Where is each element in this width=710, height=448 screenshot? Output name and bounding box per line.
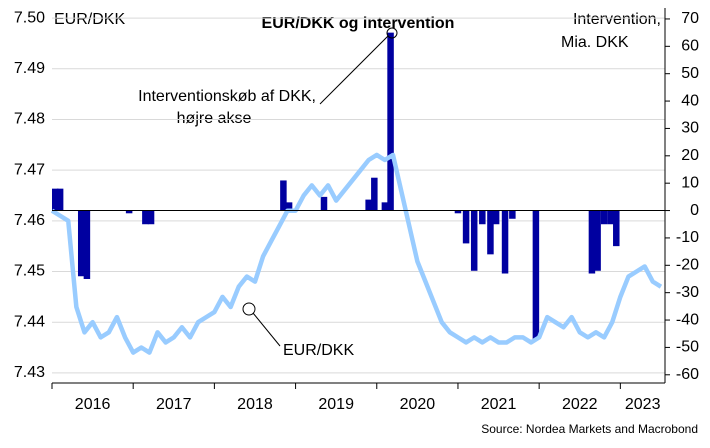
bar — [77, 210, 85, 277]
bar — [285, 202, 293, 211]
y-tick-label: 7.47 — [14, 161, 45, 178]
y-tick-label: 7.49 — [14, 60, 45, 77]
bar — [588, 210, 596, 274]
bar — [125, 210, 133, 214]
leader-line — [252, 312, 281, 347]
bar — [613, 210, 620, 247]
y2-tick-label: -50 — [676, 339, 699, 356]
callout-circle — [386, 27, 398, 39]
y-tick-label: 7.43 — [14, 364, 45, 381]
x-tick-label: 2019 — [318, 396, 354, 413]
y2-tick-label: 30 — [681, 120, 699, 137]
callouts — [242, 27, 398, 347]
line — [50, 152, 663, 355]
y-tick-label: 7.44 — [14, 313, 45, 330]
annotation: Interventionskøb af DKK, — [138, 88, 316, 105]
bar — [365, 199, 372, 211]
right-axis-label: Intervention, — [573, 11, 661, 28]
x-tick-label: 2017 — [156, 396, 192, 413]
y2-tick-label: 10 — [681, 174, 699, 191]
x-tick-label: 2021 — [481, 396, 517, 413]
bar — [454, 210, 462, 214]
bar — [381, 202, 389, 211]
x-tick-label: 2020 — [400, 396, 436, 413]
plot-area: 7.43 7.44 7.45 7.46 7.47 7.48 7.49 7.50 -60 -50 -4… — [14, 8, 699, 413]
y2-tick-label: 50 — [681, 65, 699, 82]
y2-tick-label: -10 — [676, 229, 699, 246]
y2-tick-label: 40 — [681, 92, 699, 109]
bar — [280, 180, 287, 211]
chart-title: EUR/DKK og intervention — [262, 15, 455, 32]
y2-tick-label: 60 — [681, 38, 699, 55]
y2-tick-label: -20 — [676, 257, 699, 274]
y2-tick-label: -30 — [676, 284, 699, 301]
bar — [532, 210, 540, 340]
bar — [509, 210, 516, 219]
bar — [487, 210, 494, 255]
bar — [594, 210, 601, 271]
bar — [470, 210, 478, 271]
y2-tick-label: 20 — [681, 147, 699, 164]
leader-line — [319, 35, 389, 105]
y2-tick-label: -40 — [676, 311, 699, 328]
y-tick-label: 7.50 — [14, 9, 45, 26]
right-axis-label: Mia. DKK — [561, 34, 629, 51]
x-tick-label: 2016 — [75, 396, 111, 413]
annotation: højre akse — [177, 110, 252, 127]
bar — [51, 188, 59, 211]
y2-tick-label: 70 — [681, 10, 699, 27]
y2-tick-label: 0 — [690, 202, 699, 219]
callout-circle — [242, 302, 256, 316]
source: Source: Nordea Markets and Macrobond — [481, 422, 698, 436]
bar — [147, 210, 155, 225]
bar — [371, 177, 378, 211]
y2-tick-label: -60 — [676, 366, 699, 383]
bar — [387, 32, 394, 211]
bar — [462, 210, 470, 244]
bar — [320, 196, 328, 211]
bar — [479, 210, 486, 225]
bar — [56, 188, 64, 211]
bar — [600, 210, 608, 225]
bar — [492, 210, 500, 225]
left-axis-label: EUR/DKK — [54, 11, 125, 28]
x-tick-label: 2022 — [562, 396, 598, 413]
y-tick-label: 7.48 — [14, 111, 45, 128]
y-tick-label: 7.46 — [14, 212, 45, 229]
y-tick-label: 7.45 — [14, 263, 45, 280]
bar — [501, 210, 509, 274]
series-label: EUR/DKK — [283, 342, 354, 359]
bar — [83, 210, 91, 279]
x-tick-label: 2023 — [625, 396, 661, 413]
x-tick-label: 2018 — [237, 396, 273, 413]
bar — [142, 210, 149, 225]
bar — [607, 210, 614, 225]
